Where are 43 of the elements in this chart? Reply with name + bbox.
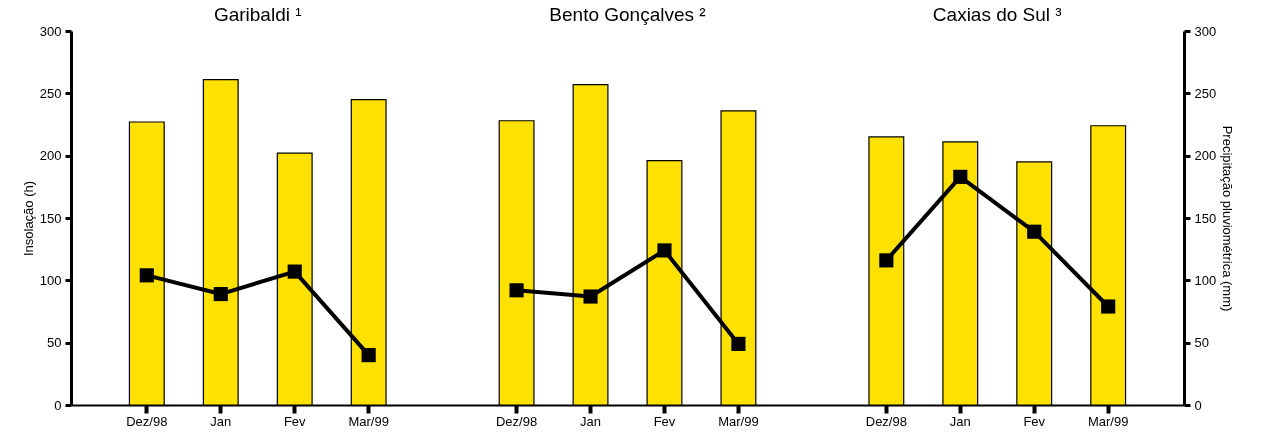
y-tick-label: 250 (39, 85, 62, 101)
x-tick-label: Dez/98 (495, 413, 538, 429)
y-tick-label: 0 (54, 397, 62, 413)
y2-axis-title: Precipitação pluviométrica (mm) (1220, 125, 1236, 312)
text: Bento Gonçalves ² (549, 4, 706, 25)
x-tick-label: Mar/99 (348, 413, 389, 429)
y2-tick-label: 50 (1194, 335, 1209, 351)
point (657, 243, 672, 258)
point (139, 268, 154, 283)
y-tick-label: 150 (39, 210, 62, 226)
y2-tick-label: 200 (1194, 148, 1217, 164)
point (731, 336, 746, 351)
text: Garibaldi ¹ (213, 4, 302, 25)
x-tick-label: Jan (210, 413, 232, 429)
y-tick-label: 200 (39, 148, 62, 164)
point (583, 289, 598, 304)
x-tick-label: Mar/99 (718, 413, 759, 429)
y-axis-title: Insolação (h) (20, 180, 36, 257)
y-tick-label: 100 (39, 272, 62, 288)
x-tick-label: Fev (1023, 413, 1046, 429)
y2-tick-label: 300 (1194, 23, 1217, 39)
x-tick-label: Dez/98 (126, 413, 168, 429)
point (879, 253, 894, 268)
x-tick-label: Mar/99 (1087, 413, 1129, 429)
y2-tick-label: 250 (1194, 85, 1217, 101)
point (1101, 299, 1116, 314)
y2-tick-label: 100 (1194, 272, 1217, 288)
x-tick-label: Fev (653, 413, 676, 429)
x-tick-label: Dez/98 (865, 413, 907, 429)
y2-tick-label: 0 (1194, 397, 1202, 413)
text: Caxias do Sul ³ (932, 4, 1062, 25)
y2-tick-label: 150 (1194, 210, 1217, 226)
point (1027, 224, 1042, 239)
y-tick-label: 300 (39, 23, 62, 39)
x-tick-label: Jan (949, 413, 971, 429)
point (509, 283, 524, 298)
x-tick-label: Jan (580, 413, 602, 429)
point (213, 286, 228, 302)
point (287, 264, 302, 279)
point (361, 348, 376, 363)
x-tick-label: Fev (283, 413, 307, 429)
y-tick-label: 50 (47, 335, 62, 351)
point (953, 169, 968, 184)
